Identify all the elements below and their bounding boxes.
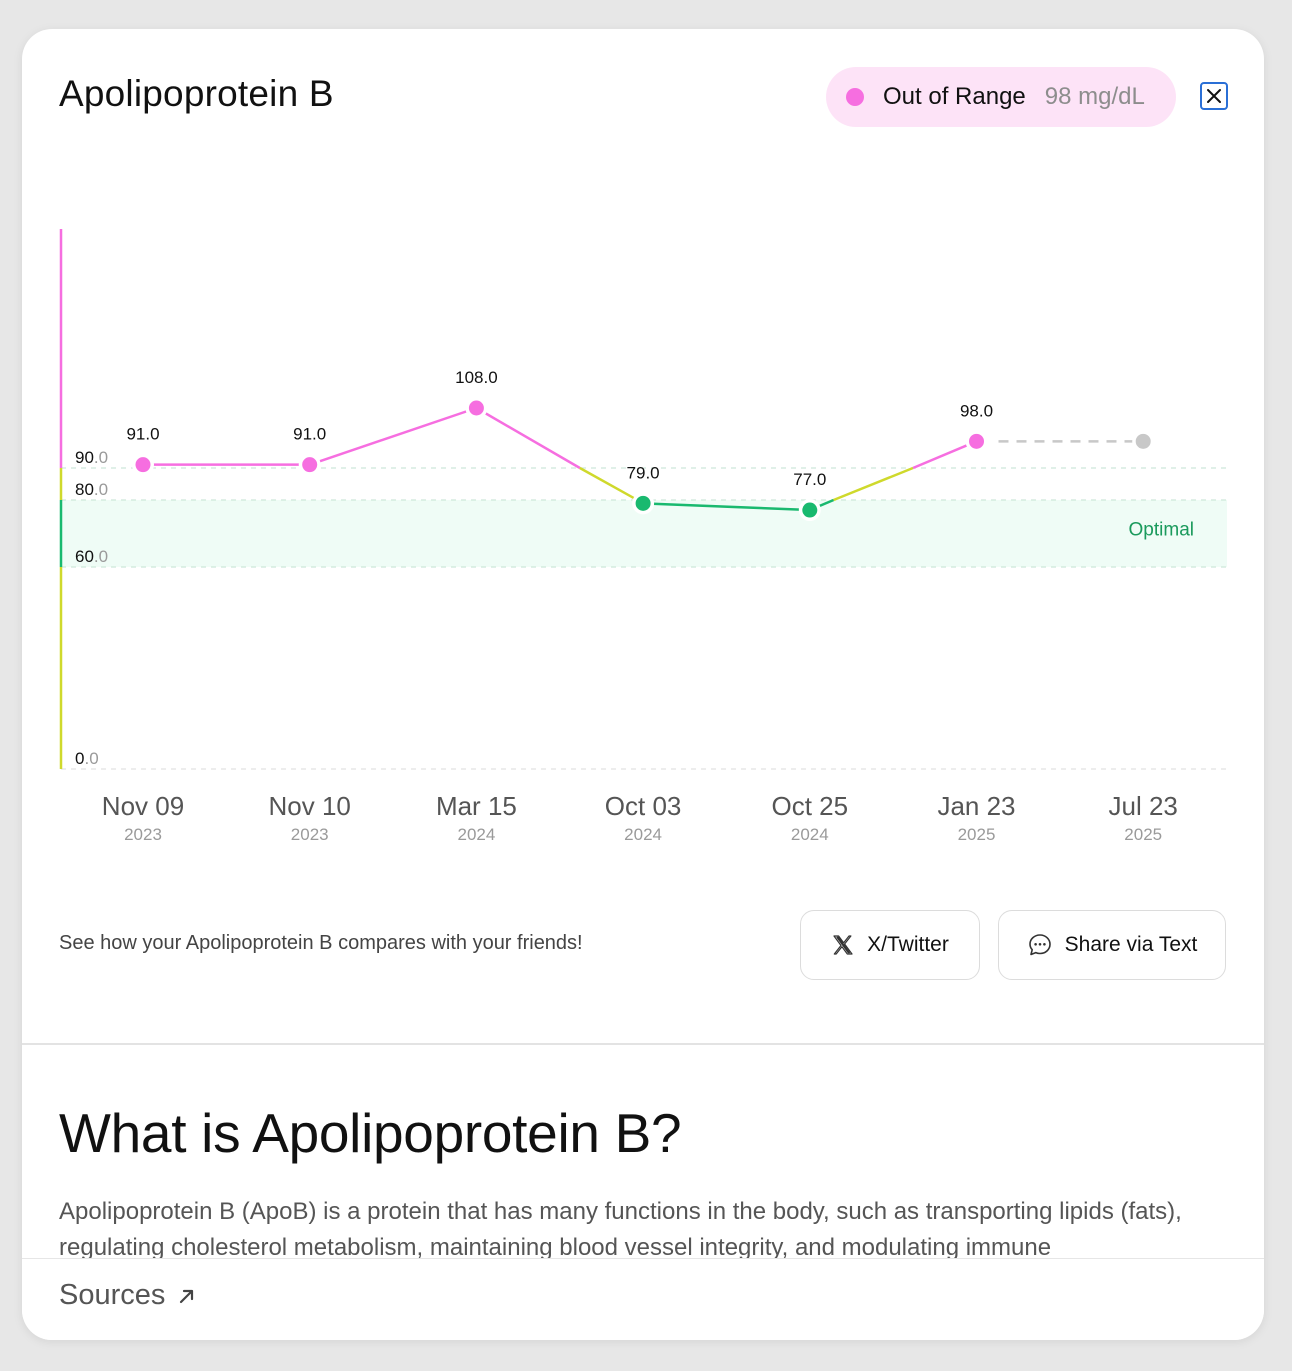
x-tick-month: Jul 23 bbox=[1109, 791, 1178, 821]
status-value: 98 mg/dL bbox=[1044, 83, 1145, 110]
trend-line-segment bbox=[309, 406, 477, 466]
forecast-point bbox=[1135, 433, 1151, 449]
x-twitter-icon bbox=[833, 935, 853, 955]
y-tick-label: 80.0 bbox=[75, 480, 108, 499]
data-point bbox=[135, 457, 151, 473]
data-label: 79.0 bbox=[627, 463, 660, 482]
data-label: 98.0 bbox=[960, 401, 993, 420]
sources-label: Sources bbox=[59, 1279, 166, 1311]
data-label: 91.0 bbox=[293, 425, 326, 444]
trend-line-segment bbox=[643, 502, 810, 512]
sources-link[interactable]: Sources bbox=[59, 1279, 197, 1312]
page-title: Apolipoprotein B bbox=[59, 73, 334, 114]
chat-bubble-icon bbox=[1028, 934, 1051, 956]
about-description: Apolipoprotein B (ApoB) is a protein tha… bbox=[59, 1198, 1182, 1261]
data-point bbox=[468, 400, 484, 416]
x-tick-year: 2023 bbox=[291, 825, 329, 844]
close-icon bbox=[1207, 89, 1221, 103]
x-tick-year: 2024 bbox=[457, 825, 495, 844]
close-button[interactable] bbox=[1200, 82, 1228, 110]
data-label: 77.0 bbox=[793, 470, 826, 489]
y-tick-label: 60.0 bbox=[75, 547, 108, 566]
section-divider bbox=[22, 1043, 1264, 1045]
trend-chart: Optimal 0.0 60.0 80.0 90.0 91.0 Nov 09 2023 91.0… bbox=[59, 229, 1227, 844]
trend-line-segment bbox=[579, 466, 638, 502]
y-tick-label: 0.0 bbox=[75, 749, 99, 768]
data-point bbox=[969, 433, 984, 449]
trend-line-segment bbox=[833, 466, 914, 502]
share-via-text-button[interactable]: Share via Text bbox=[998, 910, 1226, 980]
x-tick-month: Oct 03 bbox=[605, 791, 682, 821]
optimal-label: Optimal bbox=[1129, 520, 1194, 541]
x-tick-month: Mar 15 bbox=[436, 791, 517, 821]
arrow-up-right-icon bbox=[180, 1289, 194, 1303]
y-tick-label: 90.0 bbox=[75, 448, 108, 467]
trend-line-segment bbox=[475, 406, 581, 470]
x-tick-month: Jan 23 bbox=[937, 791, 1015, 821]
x-tick-month: Nov 10 bbox=[269, 791, 351, 821]
trend-line-segment bbox=[912, 440, 977, 470]
biomarker-detail-card: Apolipoprotein B Out of Range 98 mg/dL O… bbox=[22, 29, 1264, 1340]
x-tick-year: 2024 bbox=[624, 825, 662, 844]
data-label: 108.0 bbox=[455, 368, 498, 387]
data-label: 91.0 bbox=[126, 425, 159, 444]
share-prompt: See how your Apolipoprotein B compares w… bbox=[59, 932, 583, 954]
status-dot bbox=[846, 88, 864, 106]
share-via-text-label: Share via Text bbox=[1064, 933, 1198, 956]
x-tick-year: 2023 bbox=[124, 825, 162, 844]
status-label: Out of Range bbox=[883, 83, 1026, 110]
x-tick-year: 2025 bbox=[1124, 825, 1162, 844]
share-twitter-button[interactable]: X/Twitter bbox=[800, 910, 980, 980]
x-tick-month: Nov 09 bbox=[102, 791, 184, 821]
x-tick-year: 2025 bbox=[958, 825, 996, 844]
status-badge: Out of Range 98 mg/dL bbox=[826, 67, 1176, 127]
data-point bbox=[302, 457, 318, 473]
footer-bar: Sources bbox=[22, 1258, 1264, 1340]
x-tick-month: Oct 25 bbox=[772, 791, 849, 821]
about-heading: What is Apolipoprotein B? bbox=[59, 1102, 682, 1164]
data-point bbox=[802, 502, 818, 518]
x-tick-year: 2024 bbox=[791, 825, 829, 844]
data-point bbox=[635, 495, 651, 511]
share-twitter-label: X/Twitter bbox=[867, 933, 949, 956]
